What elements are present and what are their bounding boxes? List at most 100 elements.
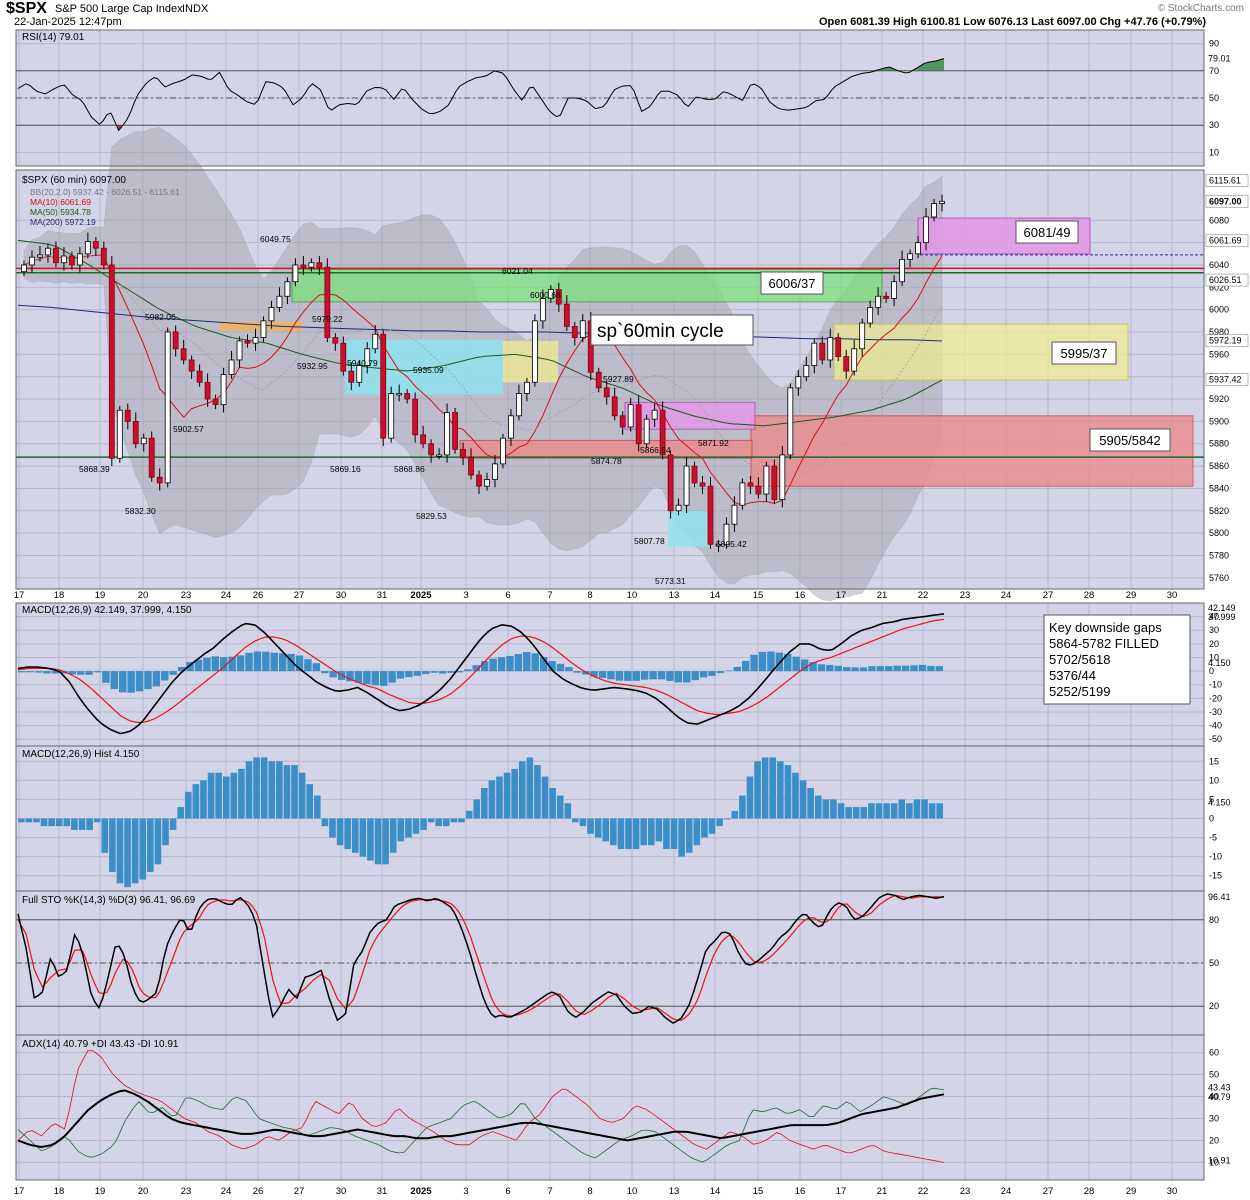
macd-histogram-bar (699, 671, 708, 678)
histogram-bar (124, 818, 131, 888)
y-tick-label: 90 (1209, 39, 1219, 49)
peak-value-label: 5940.79 (347, 358, 378, 368)
macd-histogram-bar (741, 660, 750, 672)
x-axis-label: 29 (1126, 590, 1137, 601)
histogram-bar (883, 803, 890, 819)
histogram-bar (572, 818, 579, 823)
macd-histogram-bar (683, 671, 691, 683)
price-candle (332, 337, 339, 344)
macd-histogram-bar (556, 663, 565, 672)
histogram-bar (693, 818, 701, 846)
x-axis-label: 22 (918, 1186, 929, 1197)
trough-value-label: 5874.78 (591, 456, 622, 466)
price-candle (595, 371, 602, 389)
histogram-bar (192, 784, 200, 819)
macd-histogram-bar (464, 669, 472, 672)
histogram-bar (268, 761, 276, 819)
price-candle (316, 262, 323, 268)
histogram-bar (488, 780, 496, 819)
macd-histogram-bar (379, 671, 388, 686)
peak-value-label: 6049.75 (260, 234, 291, 244)
histogram-bar (701, 818, 708, 838)
price-candle (691, 465, 698, 484)
rsi-last-label: 79.01 (1208, 54, 1231, 64)
histogram-bar (534, 765, 541, 819)
x-axis-label: 18 (54, 590, 65, 601)
histogram-bar (754, 761, 761, 819)
macd-histogram-bar (211, 656, 220, 672)
histogram-bar (207, 772, 215, 819)
histogram-bar (784, 765, 792, 819)
histogram-bar (556, 795, 564, 819)
price-candle (84, 241, 91, 255)
gap-note-box (1043, 614, 1191, 705)
macd-histogram-bar (152, 671, 161, 687)
x-axis-label: 21 (877, 590, 888, 601)
trough-value-label: 5866.54 (640, 445, 671, 455)
rsi-title: RSI(14) 79.01 (22, 32, 85, 43)
panel-border-adx (15, 1034, 1205, 1181)
macd-histogram-bar (43, 671, 51, 674)
y-tick-label: 50 (1209, 958, 1219, 968)
price-candle (795, 376, 802, 389)
x-axis-label: 2025 (410, 590, 432, 601)
y-tick-label: -20 (1209, 693, 1222, 703)
histogram-bar (723, 818, 731, 820)
histogram-bar (230, 772, 238, 819)
macd-right-label: 37.999 (1208, 612, 1236, 622)
x-axis-label: 7 (547, 590, 552, 601)
x-axis-label: 19 (95, 590, 106, 601)
price-candle (747, 482, 754, 487)
exchange-label: INDX (182, 3, 209, 15)
price-candle (771, 465, 778, 501)
y-tick-label: 5760 (1209, 573, 1229, 583)
x-axis-label: 23 (960, 590, 971, 601)
histogram-bar (845, 807, 852, 819)
y-tick-label: -40 (1209, 721, 1222, 731)
zone-label-6006-37: 6006/37 (769, 276, 816, 291)
histogram-bar (518, 761, 526, 819)
macd-histogram-bar (514, 653, 523, 672)
macd-histogram-bar (388, 671, 396, 683)
symbol-label: $SPX (6, 0, 47, 17)
price-candle (843, 356, 850, 372)
macd-right-label: 4.150 (1208, 658, 1231, 668)
price-candle (276, 295, 283, 308)
histogram-bar (184, 791, 192, 819)
price-legend-entry: MA(200) 5972.19 (30, 217, 96, 227)
x-axis-label: 29 (1126, 1186, 1137, 1197)
macd-histogram-bar (523, 651, 531, 672)
macd-histogram-bar (497, 657, 506, 672)
x-axis-label: 26 (253, 590, 264, 601)
histogram-bar (306, 784, 314, 819)
price-candle (220, 374, 227, 406)
x-axis-label: 10 (627, 590, 638, 601)
histogram-bar (807, 787, 814, 819)
macd-histogram-bar (262, 651, 270, 672)
x-axis-label: 8 (587, 1186, 592, 1197)
price-candle (308, 262, 315, 268)
price-candle (188, 359, 195, 372)
price-candle (827, 337, 834, 361)
macd-histogram-bar (481, 661, 489, 672)
y-tick-label: 5800 (1209, 528, 1229, 538)
x-axis-label: 13 (669, 1186, 680, 1197)
histogram-bar (177, 807, 184, 819)
y-tick-label: 6040 (1209, 260, 1229, 270)
macd-histogram-bar (194, 659, 203, 672)
x-axis-label: 21 (877, 1186, 888, 1197)
price-candle (404, 393, 411, 400)
index-name-label: S&P 500 Large Cap Index (55, 3, 183, 15)
histogram-bar (898, 799, 906, 819)
histogram-bar (139, 818, 147, 880)
macd-signal-line (17, 618, 945, 724)
price-candle (500, 437, 506, 465)
histogram-bar (921, 799, 928, 819)
price-candle (508, 415, 514, 439)
histogram-bar (321, 818, 329, 827)
macd-histogram-bar (590, 671, 598, 677)
price-candle (755, 485, 762, 495)
peak-value-label: 5982.06 (145, 312, 176, 322)
price-candle (683, 465, 690, 506)
macd-histogram-bar (826, 664, 834, 672)
